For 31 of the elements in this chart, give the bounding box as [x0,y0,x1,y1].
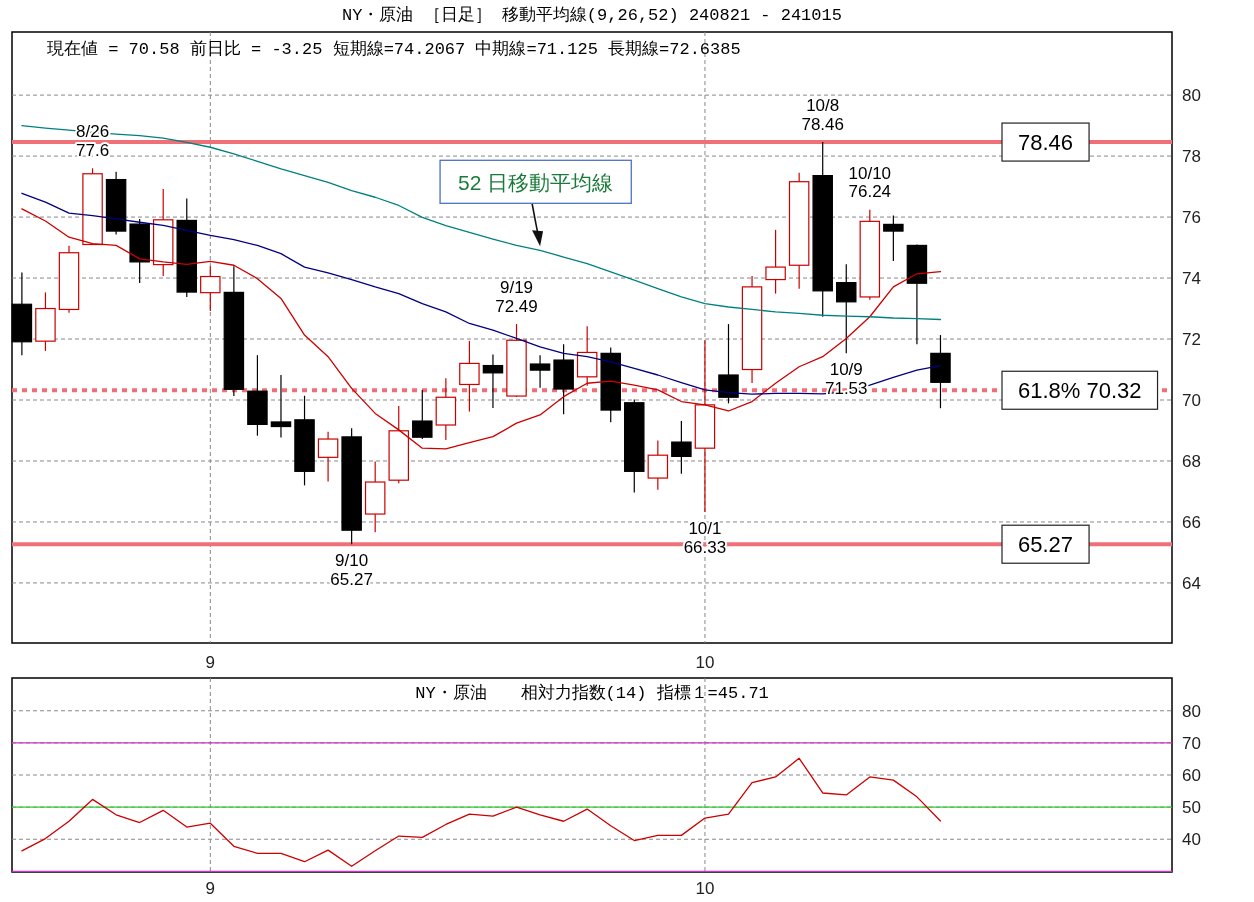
y-tick-label: 68 [1182,451,1201,471]
line-series [21,208,942,450]
y-tick-label: 64 [1182,573,1201,593]
x-tick-label: 9 [205,879,216,898]
text: 現在値 = 70.58 前日比 = -3.25 短期線=74.2067 中期線=71.125 長期線=72.6385 [47,40,741,59]
y-tick-label: 70 [1182,733,1201,753]
annotation: 10/8 78.46 [801,96,844,134]
annotation: 10/10 76.24 [848,163,892,202]
x-tick-label: 10 [695,653,715,672]
y-tick-label: 78 [1182,147,1201,167]
x-tick-label: 9 [205,653,216,672]
y-tick-label: 74 [1182,269,1201,289]
y-tick-label: 72 [1182,330,1201,350]
x-tick-label: 10 [695,879,715,898]
y-tick-label: 40 [1182,830,1201,850]
y-tick-label: 80 [1182,86,1201,106]
y-tick-label: 50 [1182,798,1201,818]
annotation: 9/19 72.49 [495,278,538,316]
y-tick-label: 60 [1182,766,1201,785]
chart-title: NY・原油 相対力指数(14) 指標１=45.71 [415,683,769,703]
y-tick-label: 70 [1182,391,1201,410]
y-tick-label: 66 [1182,512,1201,532]
y-tick-label: 80 [1182,701,1201,721]
ref-line-label: 61.8% 70.32 [1018,378,1142,404]
line-series [21,757,942,867]
y-tick-label: 76 [1182,208,1201,228]
ref-line-label: 78.46 [1018,130,1074,156]
annotation: 9/10 65.27 [330,551,373,589]
ref-line-label: 65.27 [1018,532,1074,558]
chart-title: NY・原油 ［日足］ 移動平均線(9,26,52) 240821 - 241015 [342,6,842,25]
annotation: 52 日移動平均線 [458,171,614,195]
